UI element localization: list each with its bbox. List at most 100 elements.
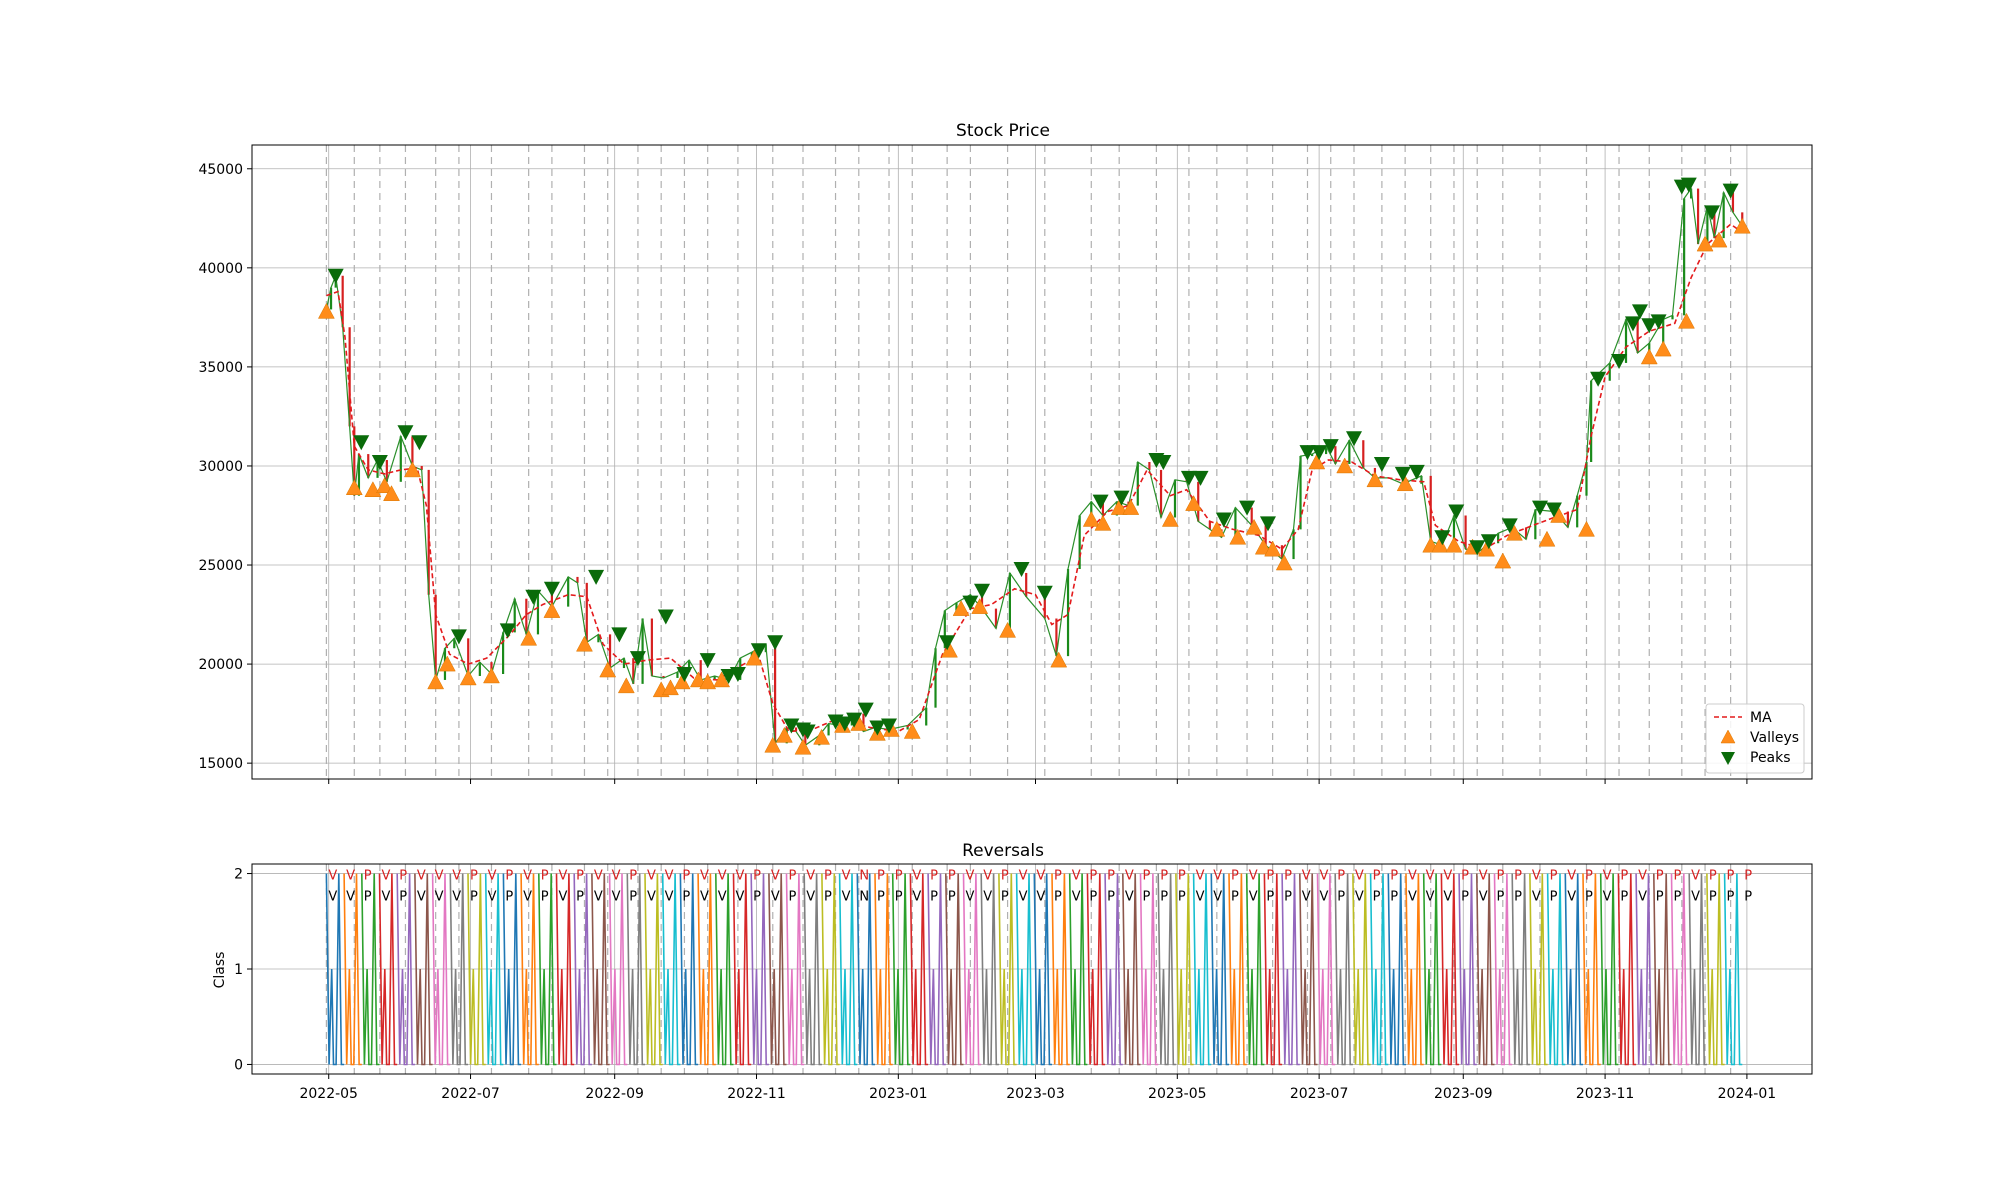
segment-label-upper: V [1196,869,1205,884]
valley-marker [689,671,707,688]
peak-marker [450,629,467,645]
ma-line [326,223,1743,733]
class-spike [1051,873,1070,1066]
x-tick-label: 2023-07 [1290,1086,1349,1102]
peak-marker [397,425,414,441]
valley-marker [427,673,445,690]
class-spike [1440,873,1460,1066]
segment-label: V [1319,890,1328,905]
segment-label: V [1532,890,1541,905]
segment-label-upper: V [1691,869,1700,884]
class-spike [1139,873,1159,1066]
segment-label-upper: P [629,869,637,884]
segment-label-upper: P [895,869,903,884]
segment-label: P [1390,890,1398,905]
peak-marker [1259,516,1276,532]
segment-label-upper: P [1709,869,1717,884]
segment-label-upper: P [824,869,832,884]
price-series [325,186,1744,747]
segment-label: V [1443,890,1452,905]
valley-marker [941,641,958,658]
valley-marker [1229,528,1247,545]
x-tick-label: 2023-05 [1148,1086,1207,1102]
peak-marker [699,653,716,669]
price-axes-frame [251,144,1813,780]
valley-marker [764,736,782,753]
segment-label-upper: P [1585,869,1593,884]
class-spike [1458,873,1477,1066]
segment-label-upper: V [735,869,744,884]
valley-marker [775,726,793,743]
segment-label-upper: V [1567,869,1576,884]
segment-label: V [647,890,656,905]
segment-label: V [1125,890,1134,905]
peak-marker [836,716,853,732]
segment-label: V [417,890,426,905]
class-spike [608,873,628,1066]
legend-valleys-label: Valleys [1750,730,1799,746]
class-spike [715,873,734,1066]
segment-label-upper: V [346,869,355,884]
segment-label: V [381,890,390,905]
segment-label: P [1054,890,1062,905]
peak-marker [1373,456,1390,472]
segment-label-upper: V [983,869,992,884]
segment-label-upper: V [1426,869,1435,884]
peak-marker [1215,512,1232,528]
valley-marker [1678,312,1695,329]
valley-marker [1275,554,1293,571]
peak-marker [1680,177,1697,193]
segment-label-upper: V [488,869,497,884]
class-spike [980,873,999,1066]
valley-marker [673,673,691,690]
peak-marker [1501,518,1518,534]
segment-label: V [328,890,337,905]
peak-marker [857,702,874,718]
class-spike [1281,873,1300,1066]
valley-marker [1578,520,1595,537]
segment-label: P [629,890,637,905]
segment-label-upper: P [1160,869,1168,884]
segment-label: P [1089,890,1097,905]
valley-marker [999,621,1017,638]
valley-marker [794,738,812,755]
peak-marker [1311,445,1328,461]
peak-marker [1239,500,1256,516]
class-spike [1422,873,1442,1066]
valley-marker [1733,217,1751,234]
valley-marker [1208,520,1226,537]
class-spike [502,873,522,1066]
reversals-title: Reversals [962,841,1044,861]
peak-marker [1180,470,1197,486]
segment-label: V [700,890,709,905]
price-line [325,186,1743,747]
segment-label: V [1567,890,1576,905]
y-tick-label: 45000 [198,162,243,178]
class-spike [449,873,468,1066]
peak-marker [1545,502,1562,518]
segment-label-upper: V [381,869,390,884]
class-spike [1175,873,1194,1066]
peak-marker [353,435,370,451]
segment-label-upper: P [948,869,956,884]
peak-marker [543,581,560,597]
valley-marker [317,302,335,319]
class-spike [644,873,663,1066]
y-tick-label: 1 [234,962,243,978]
valley-marker [617,677,635,694]
peak-marker [720,668,737,684]
segment-label: P [877,890,885,905]
segment-label: P [1461,890,1469,905]
segment-label-upper: V [1603,869,1612,884]
peak-marker [1408,464,1425,480]
valley-marker [745,649,763,666]
segment-label: P [1160,890,1168,905]
segment-label-upper: P [789,869,797,884]
segment-label-upper: P [1656,869,1664,884]
segment-label: P [1656,890,1664,905]
valley-marker [971,598,989,614]
segment-label: P [1514,890,1522,905]
segment-label-upper: V [612,869,621,884]
x-tick-label: 2022-07 [441,1086,500,1102]
segment-label: P [789,890,797,905]
